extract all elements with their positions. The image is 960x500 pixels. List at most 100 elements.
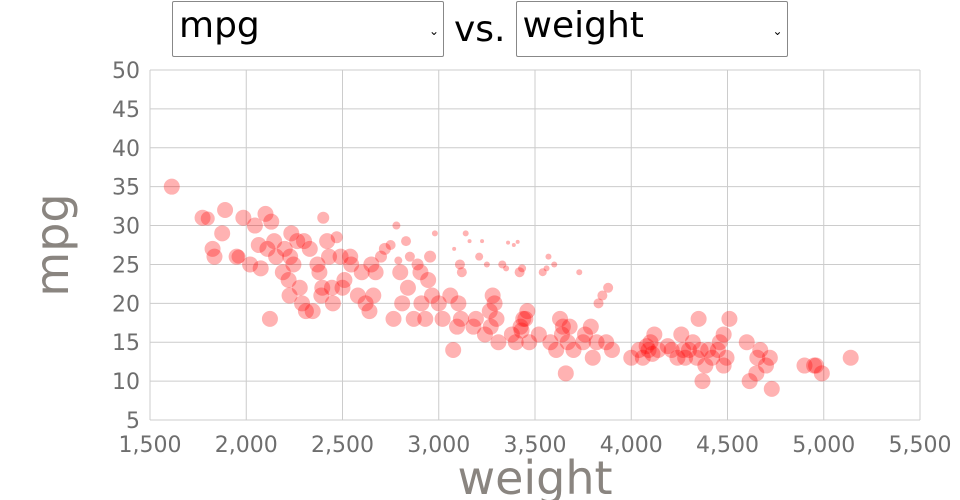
y-variable-select[interactable]: mpg ⌄ — [172, 1, 444, 57]
data-point — [431, 230, 438, 237]
data-point — [304, 303, 321, 320]
data-point — [597, 290, 608, 301]
data-point — [554, 318, 571, 335]
data-point — [715, 326, 732, 343]
y-tick-label: 5 — [126, 409, 140, 434]
data-point — [263, 213, 280, 230]
data-point — [281, 287, 298, 304]
data-point — [598, 334, 615, 351]
data-point — [763, 380, 780, 397]
data-point — [200, 211, 215, 226]
chevron-down-icon[interactable]: ⌄ — [428, 24, 439, 38]
data-point — [483, 261, 490, 268]
x-tick-label: 4,500 — [696, 433, 759, 458]
data-point — [291, 279, 308, 296]
data-point — [343, 256, 360, 273]
data-point — [392, 264, 409, 281]
data-point — [365, 287, 382, 304]
data-point — [313, 287, 330, 304]
data-point — [511, 243, 516, 247]
data-point — [311, 264, 328, 281]
data-point — [681, 342, 697, 358]
data-point — [342, 248, 359, 265]
data-point — [692, 342, 709, 358]
data-point — [623, 349, 640, 366]
data-point — [257, 205, 274, 222]
data-point — [282, 248, 299, 265]
vs-label: vs. — [454, 8, 506, 50]
x-tick-label: 4,000 — [600, 433, 663, 458]
data-point — [498, 260, 507, 269]
data-point — [517, 310, 534, 327]
data-point — [268, 248, 285, 265]
data-point — [749, 349, 766, 366]
data-point — [317, 211, 330, 224]
data-point — [640, 342, 657, 358]
data-point — [490, 334, 507, 351]
data-point — [385, 310, 402, 327]
data-point — [575, 334, 592, 351]
data-point — [411, 258, 424, 271]
data-point — [688, 349, 705, 366]
data-point — [542, 334, 559, 351]
data-point — [519, 303, 536, 320]
data-point — [324, 295, 341, 312]
x-variable-select[interactable]: weight ⌄ — [515, 1, 788, 57]
x-tick-label: 5,000 — [792, 433, 855, 458]
data-point — [709, 342, 726, 358]
data-point — [630, 342, 647, 358]
data-points — [163, 178, 859, 397]
data-point — [465, 318, 482, 335]
data-point — [842, 349, 859, 366]
data-point — [604, 342, 620, 358]
data-point — [588, 334, 605, 351]
chevron-down-icon[interactable]: ⌄ — [772, 24, 783, 38]
data-point — [748, 365, 765, 382]
x-tick-label: 1,500 — [119, 433, 182, 458]
data-point — [711, 334, 728, 351]
data-point — [283, 225, 300, 242]
data-point — [482, 318, 499, 335]
data-point — [206, 248, 223, 265]
data-point — [361, 303, 378, 320]
data-point — [690, 310, 707, 327]
data-point — [280, 272, 297, 288]
data-point — [314, 279, 331, 296]
data-point — [399, 279, 416, 296]
data-point — [476, 326, 493, 343]
y-tick-labels: 5 10 15 20 25 30 35 40 45 50 — [112, 59, 140, 434]
data-point — [417, 310, 434, 327]
data-point — [349, 287, 366, 304]
data-point — [261, 310, 278, 327]
data-point — [545, 253, 552, 260]
data-point — [684, 334, 701, 351]
x-tick-labels: 1,500 2,000 2,500 3,000 3,500 4,000 4,500 5,000… — [119, 433, 952, 458]
data-point — [378, 242, 391, 255]
data-point — [557, 365, 574, 382]
data-point — [669, 349, 686, 366]
data-point — [228, 248, 245, 265]
data-point — [700, 342, 717, 358]
data-point — [323, 279, 340, 296]
data-point — [521, 334, 538, 351]
data-point — [593, 298, 604, 309]
data-point — [576, 269, 583, 276]
data-point — [297, 303, 314, 320]
data-point — [513, 322, 530, 339]
data-point — [434, 310, 451, 327]
data-point — [163, 178, 180, 195]
data-point — [488, 310, 505, 327]
data-point — [332, 248, 349, 265]
data-point — [512, 318, 529, 335]
data-point — [603, 282, 614, 293]
variable-selector-row: mpg ⌄ vs. weight ⌄ — [172, 0, 788, 58]
y-tick-label: 35 — [112, 176, 140, 201]
data-point — [462, 230, 469, 237]
data-point — [634, 349, 651, 366]
x-axis-title: weight — [457, 451, 612, 500]
data-point — [217, 202, 234, 218]
data-point — [375, 250, 387, 263]
data-point — [715, 357, 732, 374]
data-point — [677, 349, 694, 366]
data-point — [507, 334, 524, 351]
